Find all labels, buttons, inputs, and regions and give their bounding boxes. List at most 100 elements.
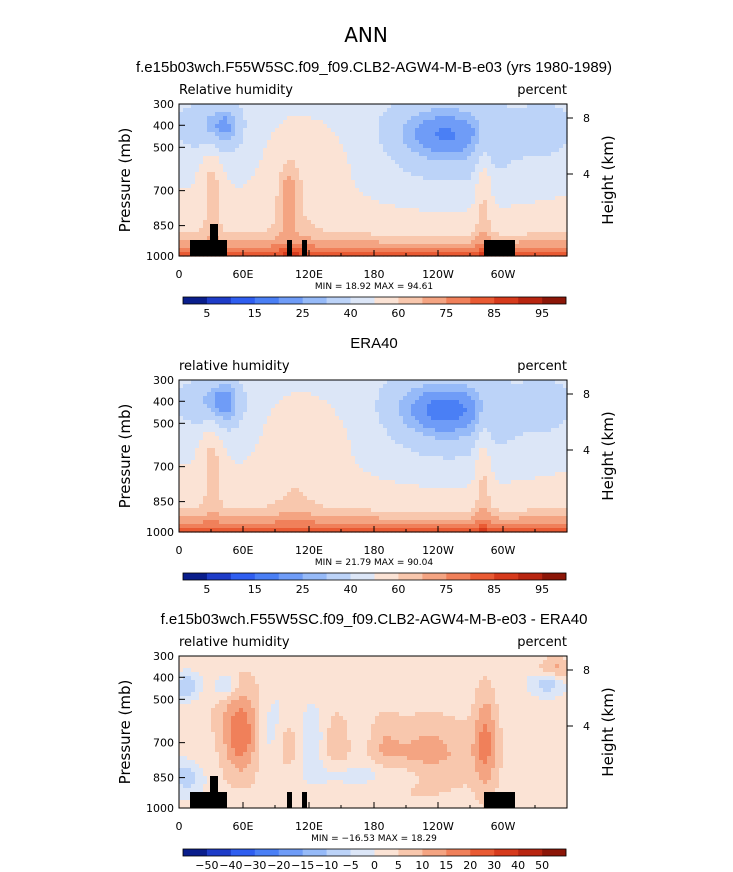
heatmap-cell xyxy=(415,416,420,421)
heatmap-cell xyxy=(367,128,372,133)
heatmap-cell xyxy=(359,128,364,133)
heatmap-cell xyxy=(271,212,276,217)
heatmap-cell xyxy=(199,380,204,385)
heatmap-cell xyxy=(255,244,260,249)
heatmap-cell xyxy=(263,412,268,417)
heatmap-cell xyxy=(327,116,332,121)
heatmap-cell xyxy=(559,120,564,125)
heatmap-cell xyxy=(303,424,308,429)
heatmap-cell xyxy=(507,176,512,181)
heatmap-cell xyxy=(547,380,552,385)
heatmap-cell xyxy=(367,412,372,417)
heatmap-cell xyxy=(355,412,360,417)
heatmap-cell xyxy=(463,156,468,161)
heatmap-cell xyxy=(427,192,432,197)
heatmap-cell xyxy=(291,112,296,117)
heatmap-cell xyxy=(359,252,364,257)
heatmap-cell xyxy=(207,204,212,209)
heatmap-cell xyxy=(379,184,384,189)
heatmap-cell xyxy=(535,148,540,153)
heatmap-cell xyxy=(439,212,444,217)
heatmap-cell xyxy=(395,196,400,201)
heatmap-cell xyxy=(275,120,280,125)
heatmap-cell xyxy=(391,424,396,429)
heatmap-cell xyxy=(295,400,300,405)
heatmap-cell xyxy=(519,172,524,177)
heatmap-cell xyxy=(283,124,288,129)
heatmap-cell xyxy=(563,416,568,421)
heatmap-cell xyxy=(563,148,568,153)
heatmap-cell xyxy=(315,176,320,181)
heatmap-cell xyxy=(203,156,208,161)
heatmap-cell xyxy=(483,108,488,113)
heatmap-cell xyxy=(331,424,336,429)
heatmap-cell xyxy=(207,228,212,233)
heatmap-cell xyxy=(187,244,192,249)
heatmap-cell xyxy=(231,144,236,149)
heatmap-cell xyxy=(227,216,232,221)
heatmap-cell xyxy=(259,152,264,157)
heatmap-cell xyxy=(467,192,472,197)
heatmap-cell xyxy=(463,120,468,125)
heatmap-cell xyxy=(471,220,476,225)
heatmap-cell xyxy=(363,392,368,397)
heatmap-cell xyxy=(423,112,428,117)
heatmap-cell xyxy=(259,160,264,165)
heatmap-cell xyxy=(443,248,448,253)
heatmap-cell xyxy=(539,384,544,389)
heatmap-cell xyxy=(395,236,400,241)
heatmap-cell xyxy=(399,184,404,189)
heatmap-cell xyxy=(439,152,444,157)
heatmap-cell xyxy=(215,212,220,217)
heatmap-cell xyxy=(407,156,412,161)
heatmap-cell xyxy=(527,396,532,401)
heatmap-cell xyxy=(451,224,456,229)
heatmap-cell xyxy=(199,424,204,429)
heatmap-cell xyxy=(507,132,512,137)
heatmap-cell xyxy=(295,168,300,173)
heatmap-cell xyxy=(547,408,552,413)
heatmap-cell xyxy=(311,168,316,173)
heatmap-cell xyxy=(203,176,208,181)
heatmap-cell xyxy=(391,144,396,149)
heatmap-cell xyxy=(431,236,436,241)
heatmap-cell xyxy=(363,184,368,189)
heatmap-cell xyxy=(287,388,292,393)
heatmap-cell xyxy=(443,196,448,201)
heatmap-cell xyxy=(227,120,232,125)
heatmap-cell xyxy=(275,244,280,249)
heatmap-cell xyxy=(275,124,280,129)
heatmap-cell xyxy=(179,396,184,401)
heatmap-cell xyxy=(455,212,460,217)
heatmap-cell xyxy=(307,408,312,413)
heatmap-cell xyxy=(427,172,432,177)
heatmap-cell xyxy=(423,160,428,165)
heatmap-cell xyxy=(187,192,192,197)
heatmap-cell xyxy=(239,384,244,389)
heatmap-cell xyxy=(455,412,460,417)
heatmap-cell xyxy=(371,416,376,421)
heatmap-cell xyxy=(183,188,188,193)
heatmap-cell xyxy=(215,108,220,113)
heatmap-cell xyxy=(515,156,520,161)
heatmap-cell xyxy=(479,148,484,153)
heatmap-cell xyxy=(463,180,468,185)
heatmap-cell xyxy=(423,392,428,397)
heatmap-cell xyxy=(279,228,284,233)
heatmap-cell xyxy=(539,120,544,125)
heatmap-cell xyxy=(435,200,440,205)
heatmap-cell xyxy=(251,176,256,181)
heatmap-cell xyxy=(183,148,188,153)
heatmap-cell xyxy=(483,164,488,169)
heatmap-cell xyxy=(555,156,560,161)
heatmap-cell xyxy=(303,236,308,241)
heatmap-cell xyxy=(403,252,408,257)
heatmap-cell xyxy=(443,148,448,153)
heatmap-cell xyxy=(239,252,244,257)
heatmap-cell xyxy=(403,416,408,421)
heatmap-cell xyxy=(511,164,516,169)
heatmap-cell xyxy=(519,200,524,205)
heatmap-cell xyxy=(427,244,432,249)
heatmap-cell xyxy=(195,144,200,149)
heatmap-cell xyxy=(307,196,312,201)
